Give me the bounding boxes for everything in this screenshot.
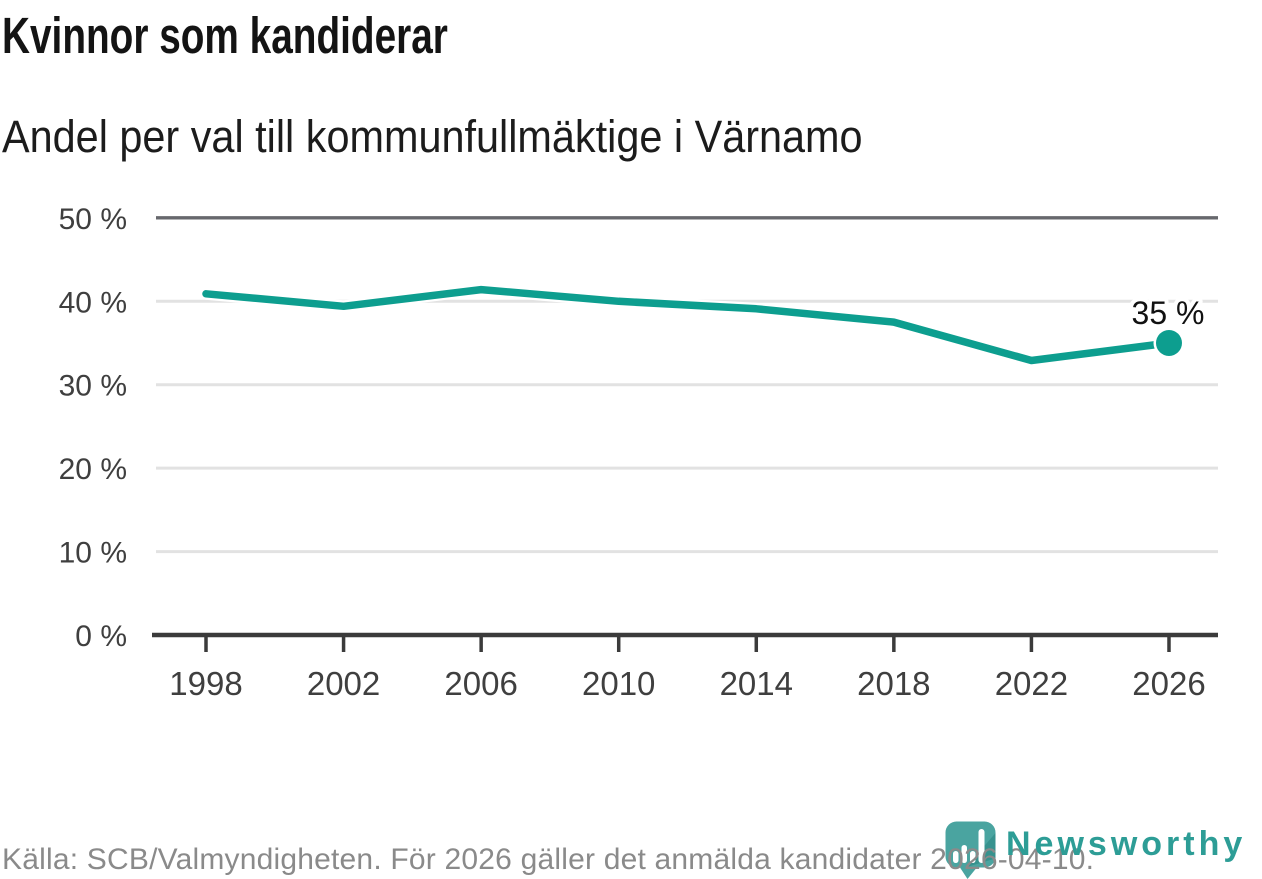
x-axis-tick-label: 2014 xyxy=(720,665,793,702)
end-value-label: 35 % xyxy=(1132,295,1205,331)
x-axis-tick-label: 2002 xyxy=(307,665,380,702)
end-dot xyxy=(1155,329,1182,356)
y-axis-tick-label: 30 % xyxy=(59,370,127,403)
page-title: Kvinnor som kandiderar xyxy=(2,7,448,64)
x-axis-tick-label: 2018 xyxy=(857,665,930,702)
y-axis-tick-label: 40 % xyxy=(59,286,127,319)
page-subtitle: Andel per val till kommunfullmäktige i V… xyxy=(2,111,863,162)
x-axis-tick-label: 2006 xyxy=(444,665,517,702)
newsworthy-wordmark: Newsworthy xyxy=(1006,825,1247,863)
newsworthy-logo-icon xyxy=(945,821,996,879)
source-note: Källa: SCB/Valmyndigheten. För 2026 gäll… xyxy=(2,843,1095,876)
y-axis-tick-label: 0 % xyxy=(75,620,127,653)
y-axis-tick-label: 20 % xyxy=(59,453,127,486)
x-axis-tick-label: 2010 xyxy=(582,665,655,702)
series-line xyxy=(202,285,1173,365)
y-axis-tick-label: 50 % xyxy=(59,203,127,236)
x-axis-tick-label: 2026 xyxy=(1132,665,1205,702)
x-axis-tick-label: 1998 xyxy=(169,665,242,702)
bar-chart-pin-icon xyxy=(945,821,996,879)
x-axis-tick-label: 2022 xyxy=(995,665,1068,702)
y-axis-tick-label: 10 % xyxy=(59,537,127,570)
